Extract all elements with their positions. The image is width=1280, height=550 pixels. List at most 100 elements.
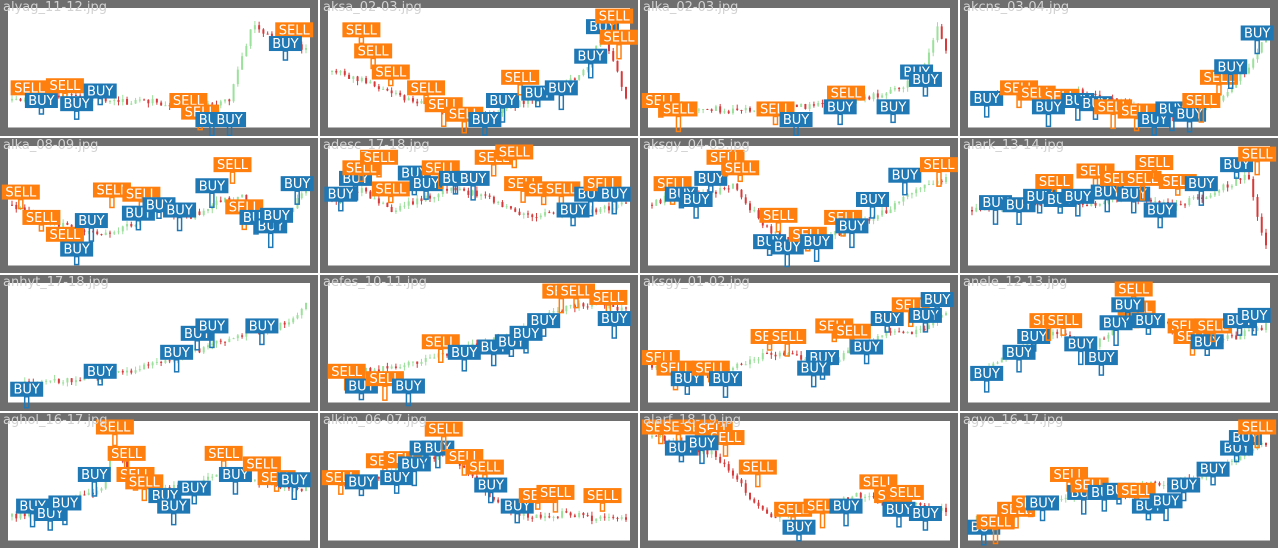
candle-body xyxy=(757,209,760,218)
buy-signal-label: BUY xyxy=(63,242,89,257)
candle-body xyxy=(369,190,372,198)
sell-signal-box xyxy=(738,459,777,475)
candle-body xyxy=(787,353,790,356)
candle-body xyxy=(1235,335,1238,340)
candle-body xyxy=(420,361,423,364)
signals: BUYBUYBUYBUYSELLSELLSELLSELLBUYBUYBUYSEL… xyxy=(16,419,311,531)
candle-body xyxy=(714,450,717,457)
candle-body xyxy=(1107,334,1110,339)
buy-signal-label: BUY xyxy=(601,187,627,202)
candle-body xyxy=(910,192,913,194)
sell-signal-box xyxy=(342,22,381,38)
sell-signal-label: SELL xyxy=(1198,319,1230,334)
sell-signal-label: SELL xyxy=(26,210,58,225)
buy-marker xyxy=(1163,507,1169,521)
candle-body xyxy=(390,90,393,94)
candle-body xyxy=(770,353,773,355)
sell-signal-box xyxy=(107,445,146,461)
sell-signal-label: SELL xyxy=(346,161,378,176)
buy-signal-label: BUY xyxy=(395,380,421,395)
sell-signal-box xyxy=(1114,281,1153,297)
sell-signal-label: SELL xyxy=(375,182,407,197)
sell-signal-label: SELL xyxy=(924,158,956,173)
candle-body xyxy=(437,193,440,197)
buy-signal-label: BUY xyxy=(912,507,938,522)
candle-body xyxy=(117,230,120,232)
candle-body xyxy=(172,484,175,488)
candle-body xyxy=(1000,357,1003,363)
candle-body xyxy=(915,329,918,335)
buy-signal-label: BUY xyxy=(560,203,586,218)
candle-body xyxy=(74,380,77,383)
candle-body xyxy=(138,369,141,371)
sell-signal-box xyxy=(557,283,596,299)
candle-body xyxy=(1230,335,1233,337)
chart-tile: BUYSELLSELLSELLBUYSELLBUYSELLBUYBUYSELLB… xyxy=(960,412,1278,548)
candle-body xyxy=(612,51,615,61)
candle-body xyxy=(531,517,534,519)
sell-signal-box xyxy=(495,144,534,159)
sell-signal-label: SELL xyxy=(375,66,407,81)
candle-body xyxy=(386,88,389,91)
candle-body xyxy=(70,378,73,383)
sell-signal-label: SELL xyxy=(1118,283,1150,298)
candle-body xyxy=(655,435,658,437)
buy-marker xyxy=(482,126,488,136)
buy-signal-box xyxy=(344,473,378,489)
candle-body xyxy=(514,207,517,212)
buy-signal-label: BUY xyxy=(886,502,912,517)
candle-body xyxy=(927,52,930,65)
candle-body xyxy=(1243,330,1246,337)
candle-body xyxy=(1094,202,1097,206)
sell-signal-box xyxy=(1,184,40,200)
candle-body xyxy=(586,306,589,308)
buy-signal-label: BUY xyxy=(63,97,89,112)
candle-body xyxy=(1051,331,1054,336)
buy-signal-label: BUY xyxy=(689,436,715,451)
candle-body xyxy=(164,486,167,488)
sell-signal-label: SELL xyxy=(1048,314,1080,329)
candle-body xyxy=(1265,442,1267,445)
buy-signal-box xyxy=(870,311,904,327)
sell-marker xyxy=(992,528,999,544)
candle-body xyxy=(100,233,103,235)
candle-body xyxy=(420,197,423,201)
candle-body xyxy=(83,229,86,232)
candle-body xyxy=(847,350,849,354)
candle-body xyxy=(697,109,700,111)
candle-body xyxy=(620,71,623,87)
buy-signal-label: BUY xyxy=(272,37,298,52)
buy-signal-box xyxy=(468,112,502,127)
candle-body xyxy=(15,513,18,518)
candle-body xyxy=(74,94,77,96)
candle-body xyxy=(710,450,713,454)
candle-body xyxy=(1230,87,1233,93)
candle-body xyxy=(1252,178,1255,197)
buy-signal-box xyxy=(527,313,561,329)
sell-signal-label: SELL xyxy=(428,422,460,437)
candle-body xyxy=(795,104,798,107)
chart-svg: SELLSELLSELLSELLSELLSELLBUYBUYSELLBUYBUY… xyxy=(328,8,638,136)
candle-body xyxy=(1107,199,1110,203)
candle-body xyxy=(625,516,627,520)
chart-svg: SELLSELLSELLBUYSELLBUYBUYBUYBUY xyxy=(641,8,950,136)
sell-signal-label: SELL xyxy=(1139,156,1171,171)
signals: SELLSELLSELLSELLSELLSELLBUYBUYSELLBUYBUY… xyxy=(342,8,638,136)
candle-body xyxy=(399,367,402,369)
candle-body xyxy=(450,187,453,191)
sell-signal-box xyxy=(45,78,84,94)
buy-signal-box xyxy=(597,311,631,327)
buy-signal-box xyxy=(486,93,520,109)
candle-body xyxy=(249,29,252,46)
candle-body xyxy=(927,183,930,185)
sell-signal-label: SELL xyxy=(599,10,631,25)
candle-body xyxy=(923,184,926,188)
buy-signal-label: BUY xyxy=(513,327,539,342)
candle-body xyxy=(382,366,385,372)
buy-signal-label: BUY xyxy=(199,179,225,194)
candle-body xyxy=(766,353,769,355)
candle-body xyxy=(923,328,926,330)
buy-marker xyxy=(97,378,103,386)
chart-svg: BUYSELLSELLSELLBUYSELLBUYSELLBUYBUYSELLB… xyxy=(967,419,1277,545)
chart-svg: SELLBUYSELLBUYBUYSELLSELLBUYBUYSELLBUY xyxy=(8,8,314,136)
